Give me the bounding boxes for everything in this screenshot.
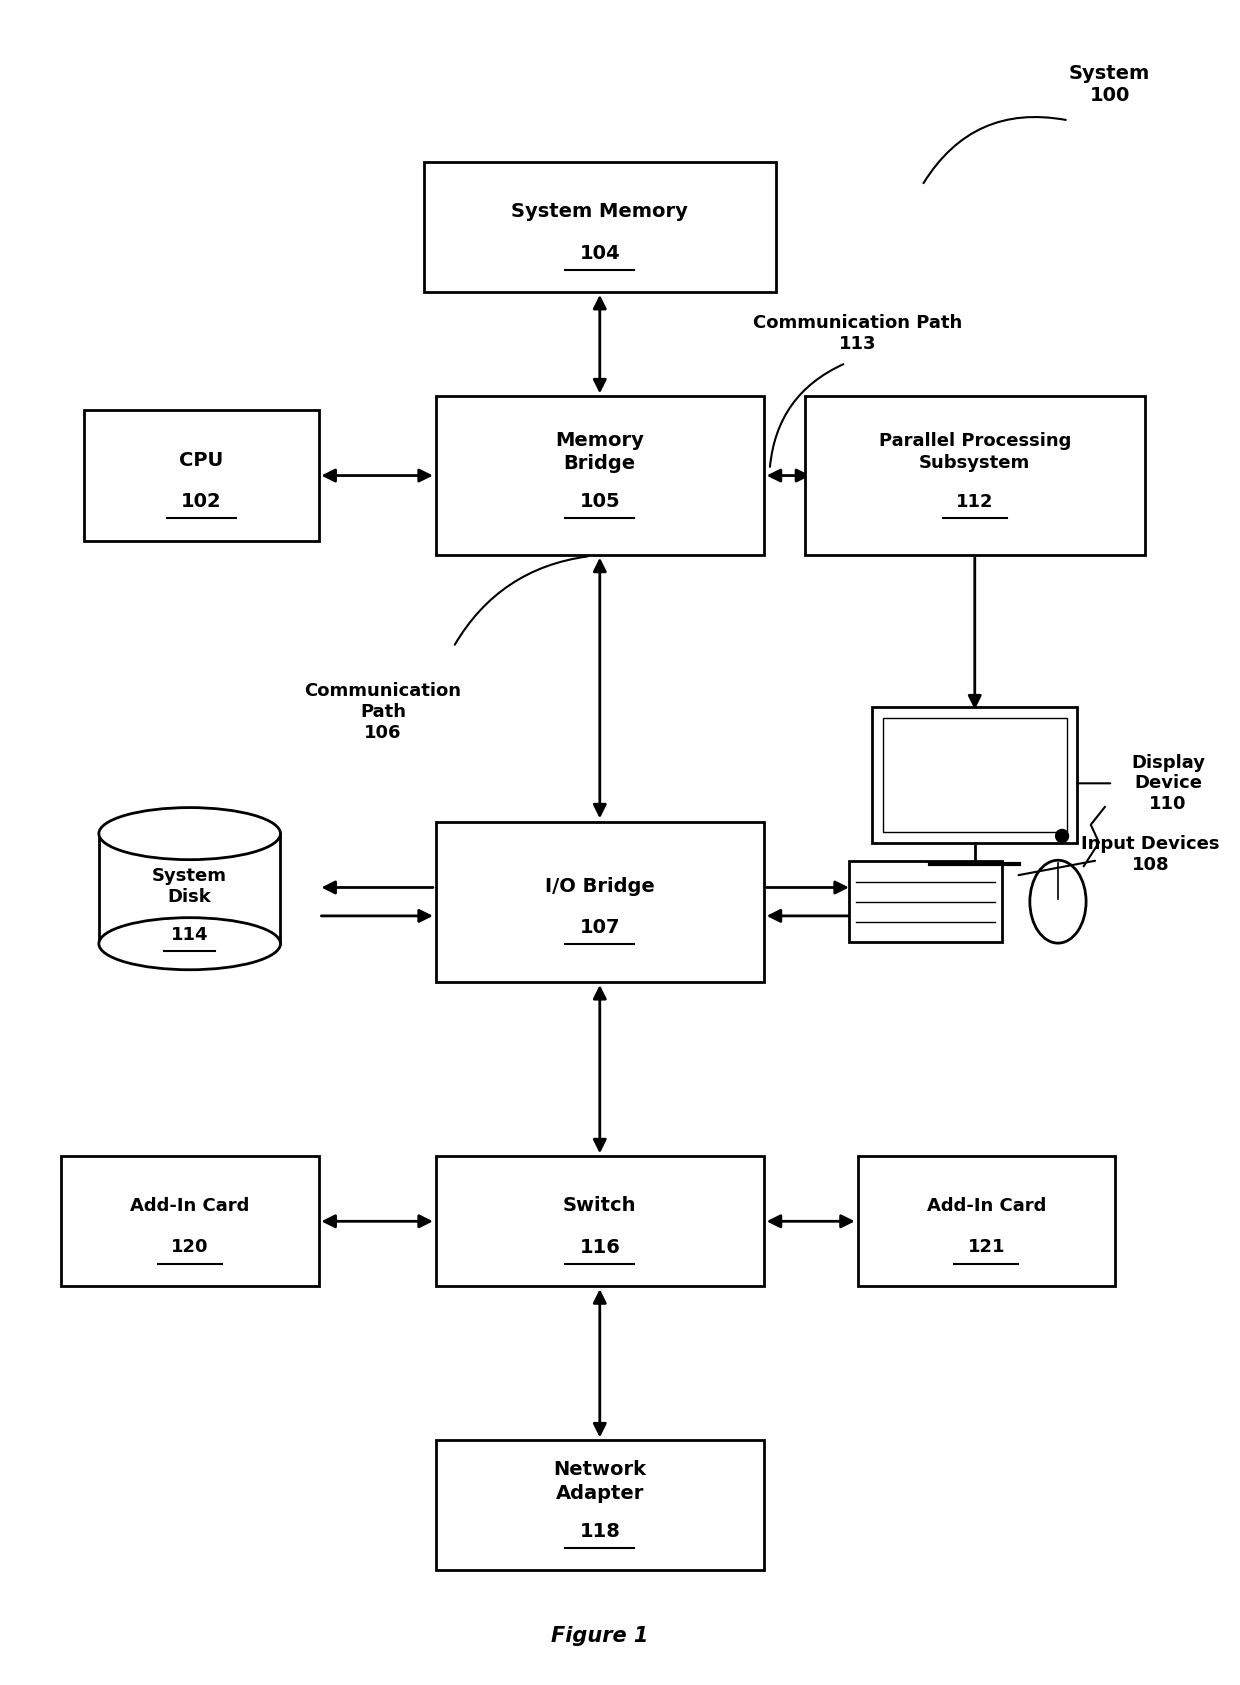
Bar — [99, 834, 280, 944]
Text: Display
Device
110: Display Device 110 — [1131, 753, 1205, 814]
Bar — [84, 411, 319, 541]
Text: Communication Path
113: Communication Path 113 — [753, 313, 962, 352]
Text: 114: 114 — [171, 925, 208, 944]
Text: 112: 112 — [956, 492, 993, 511]
Text: Network
Adapter: Network Adapter — [553, 1461, 646, 1503]
Text: 116: 116 — [579, 1238, 620, 1257]
Ellipse shape — [1030, 861, 1086, 944]
Ellipse shape — [99, 918, 280, 971]
Circle shape — [1055, 829, 1069, 842]
Text: Add-In Card: Add-In Card — [130, 1196, 249, 1215]
Text: 105: 105 — [579, 492, 620, 511]
Ellipse shape — [99, 807, 280, 859]
Bar — [805, 396, 1145, 556]
Text: Communication
Path
106: Communication Path 106 — [305, 682, 461, 741]
Text: Memory
Bridge: Memory Bridge — [556, 431, 645, 473]
Text: 107: 107 — [579, 918, 620, 937]
Text: 102: 102 — [181, 492, 222, 511]
Bar — [61, 1156, 319, 1286]
Text: System Memory: System Memory — [511, 202, 688, 221]
Text: Input Devices
108: Input Devices 108 — [1081, 836, 1220, 875]
Text: Add-In Card: Add-In Card — [926, 1196, 1047, 1215]
Bar — [435, 1441, 764, 1570]
Text: Parallel Processing
Subsystem: Parallel Processing Subsystem — [879, 431, 1071, 472]
Bar — [435, 822, 764, 982]
Text: 121: 121 — [967, 1238, 1006, 1257]
Text: I/O Bridge: I/O Bridge — [544, 876, 655, 896]
Bar — [872, 708, 1078, 842]
Text: Figure 1: Figure 1 — [551, 1626, 649, 1646]
Bar — [849, 861, 1002, 942]
Text: System
100: System 100 — [1069, 64, 1151, 106]
Text: 118: 118 — [579, 1522, 620, 1540]
Bar — [883, 718, 1066, 832]
Bar — [858, 1156, 1116, 1286]
Text: 120: 120 — [171, 1238, 208, 1257]
Bar — [424, 162, 775, 292]
Text: System
Disk: System Disk — [153, 866, 227, 907]
Bar — [435, 1156, 764, 1286]
Text: CPU: CPU — [180, 450, 223, 470]
Text: 104: 104 — [579, 244, 620, 263]
Text: Switch: Switch — [563, 1196, 636, 1215]
Bar — [435, 396, 764, 556]
